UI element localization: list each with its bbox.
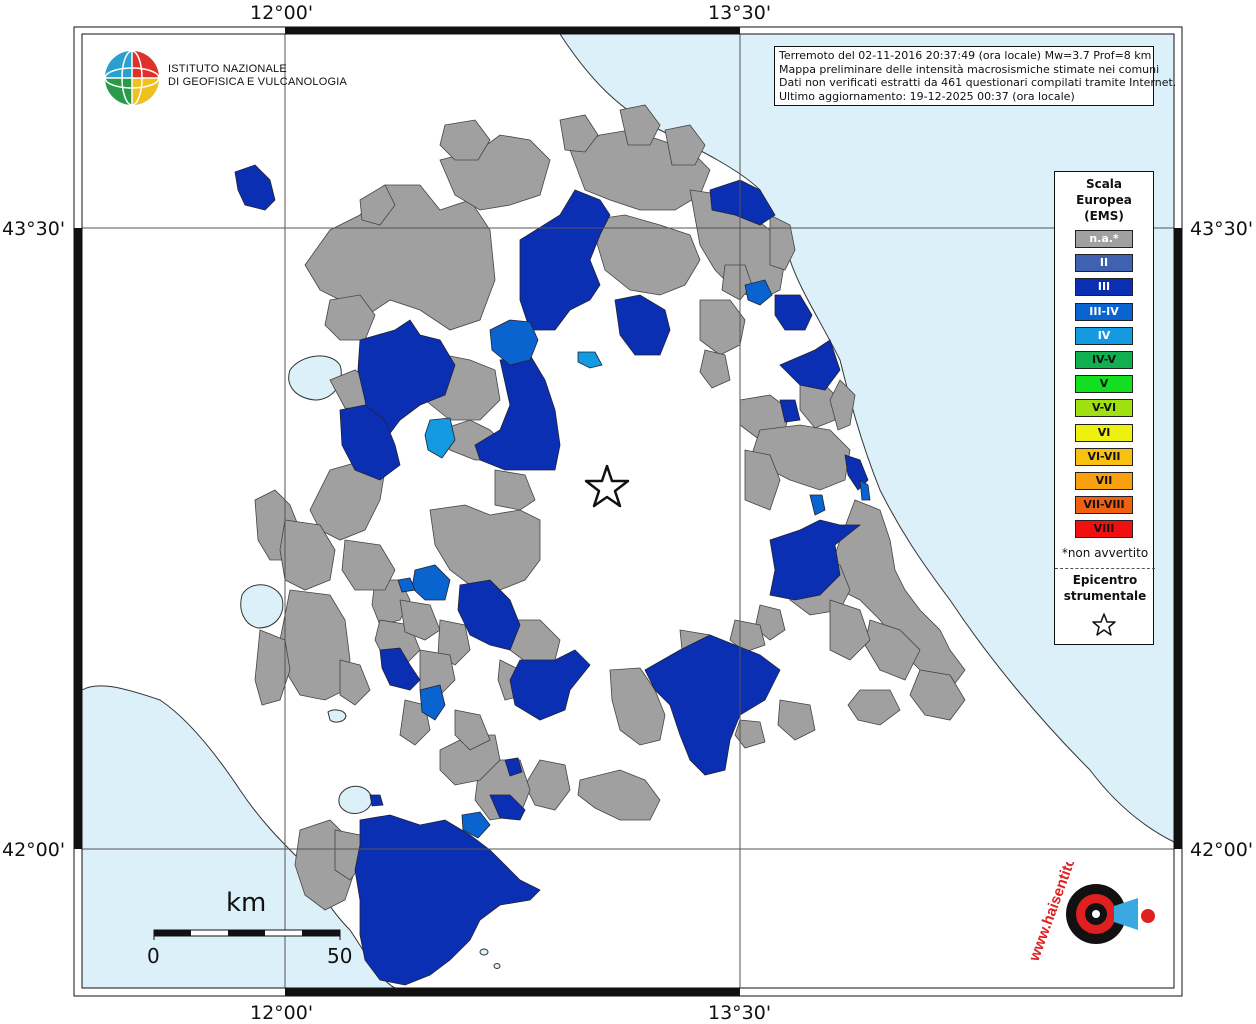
coord-top-1: 12°00' [250,2,314,24]
hai-sentito-il-terremoto-logo: www.haisentitoilterremoto.it [1030,862,1155,964]
legend-item: VII [1075,472,1133,490]
ingv-name: ISTITUTO NAZIONALE DI GEOFISICA E VULCAN… [168,63,347,89]
legend-star-icon [1092,613,1116,636]
legend-item: IV [1075,326,1133,345]
ingv-name-line2: DI GEOFISICA E VULCANOLOGIA [168,76,347,88]
legend-item: VII-VIII [1075,496,1133,515]
map-frame [74,27,1182,996]
event-info-box: Terremoto del 02-11-2016 20:37:49 (ora l… [774,46,1177,107]
coord-bottom-1: 12°00' [250,1002,314,1024]
coord-bottom-2: 13°30' [708,1002,772,1024]
info-line-2: Mappa preliminare delle intensità macros… [779,62,1160,76]
legend-item: V [1075,375,1133,394]
lake-bolsena [240,584,284,629]
small-lake [327,709,347,723]
legend-title: Scala Europea (EMS) [1055,176,1153,224]
municipalities-intensity-iv [424,351,603,459]
ingv-globe-logo [104,50,160,106]
legend-item: IV-V [1075,351,1133,369]
legend-item: V-VI [1075,399,1133,418]
legend-epicenter-label: Epicentro strumentale [1055,572,1155,604]
scale-unit-label: km [226,888,267,918]
scale-bar [153,929,341,940]
tyrrhenian-sea [81,685,396,989]
legend-item: II [1075,254,1133,273]
municipalities-intensity-iii [234,164,869,986]
islands [479,948,501,969]
graticule [82,34,1174,988]
scale-end-label: 50 [327,944,353,968]
legend-epicenter-line2: strumentale [1063,589,1147,603]
sea-areas [81,33,1175,989]
legend-title-line1: Scala [1085,177,1123,191]
coord-top-2: 13°30' [708,2,772,24]
info-line-3: Dati non verificati estratti da 461 ques… [779,76,1177,90]
scale-start-label: 0 [147,944,160,968]
municipalities-not-felt [254,104,966,911]
info-line-4: Ultimo aggiornamento: 19-12-2025 00:37 (… [779,89,1075,103]
municipalities-intensity-iii-iv [397,279,871,839]
legend-item: n.a.* [1075,230,1133,248]
legend-item: VIII [1075,520,1133,539]
coord-right-1: 43°30' [1190,218,1254,240]
info-line-1: Terremoto del 02-11-2016 20:37:49 (ora l… [779,49,1152,62]
epicenter-star-icon [584,464,630,508]
ingv-name-line1: ISTITUTO NAZIONALE [168,63,287,75]
legend-epicenter-line1: Epicentro [1072,573,1138,587]
legend-item: III-IV [1075,302,1133,321]
legend-separator [1055,568,1155,569]
lake-bracciano [338,785,373,814]
legend-not-felt-note: *non avvertito [1061,546,1149,560]
coord-left-1: 43°30' [2,218,66,240]
legend-title-line2: Europea [1076,193,1132,207]
legend-item: VI [1075,423,1133,442]
intensity-legend: Scala Europea (EMS) n.a.* II III III-IV IV IV… [1054,171,1155,645]
coord-right-2: 42°00' [1190,839,1254,861]
legend-item: III [1075,278,1133,297]
coord-left-2: 42°00' [2,839,66,861]
legend-item: VI-VII [1075,447,1133,466]
legend-title-line3: (EMS) [1084,209,1124,223]
